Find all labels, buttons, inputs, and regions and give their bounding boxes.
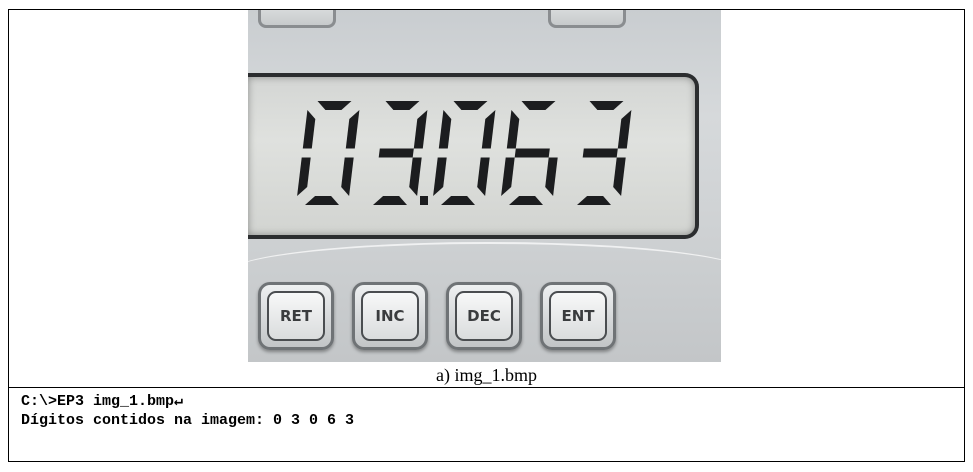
segment-d [441, 196, 475, 205]
lcd-digit [501, 101, 558, 205]
ent-key-label: ENT [549, 291, 607, 341]
segment-c [613, 157, 626, 196]
top-right-button [548, 10, 626, 28]
segment-c [409, 157, 422, 196]
inc-key-label: INC [361, 291, 419, 341]
lcd-digit [297, 101, 360, 205]
segment-b [481, 110, 496, 149]
segment-a [317, 101, 352, 110]
ent-key[interactable]: ENT [540, 282, 616, 350]
console-result: Dígitos contidos na imagem: 0 3 0 6 3 [21, 412, 355, 429]
segment-g [378, 148, 414, 158]
figure-frame: RET INC DEC ENT a) img_1.bmp C:\>EP3 img… [8, 9, 965, 462]
segment-f [506, 110, 520, 149]
segment-a [385, 101, 420, 110]
ret-key-label: RET [267, 291, 325, 341]
segment-c [477, 157, 490, 196]
segment-d [509, 196, 543, 205]
console-command: C:\>EP3 img_1.bmp↵ [21, 393, 184, 410]
dec-key-label: DEC [455, 291, 513, 341]
segment-c [545, 157, 558, 196]
dec-key[interactable]: DEC [446, 282, 522, 350]
decimal-point [420, 196, 428, 205]
inc-key[interactable]: INC [352, 282, 428, 350]
segment-a [453, 101, 488, 110]
segment-a [589, 101, 624, 110]
lcd-display [248, 73, 699, 239]
segment-b [617, 110, 632, 149]
seven-segment-readout [297, 101, 632, 205]
segment-e [433, 157, 447, 196]
segment-a [521, 101, 556, 110]
console-output: C:\>EP3 img_1.bmp↵ Dígitos contidos na im… [21, 392, 354, 430]
panel-swoosh [248, 242, 721, 304]
lcd-digit [373, 101, 428, 205]
table-divider [9, 387, 964, 388]
segment-d [305, 196, 339, 205]
segment-d [577, 196, 611, 205]
segment-c [341, 157, 354, 196]
lcd-digit [577, 101, 632, 205]
segment-b [413, 110, 428, 149]
figure-caption: a) img_1.bmp [436, 365, 537, 385]
segment-e [501, 157, 515, 196]
device-photo: RET INC DEC ENT [248, 10, 721, 362]
lcd-digit [433, 101, 496, 205]
segment-f [438, 110, 452, 149]
top-left-button [258, 10, 336, 28]
segment-g [582, 148, 618, 158]
segment-g [514, 148, 550, 158]
segment-f [302, 110, 316, 149]
segment-e [297, 157, 311, 196]
ret-key[interactable]: RET [258, 282, 334, 350]
segment-b [345, 110, 360, 149]
segment-d [373, 196, 407, 205]
